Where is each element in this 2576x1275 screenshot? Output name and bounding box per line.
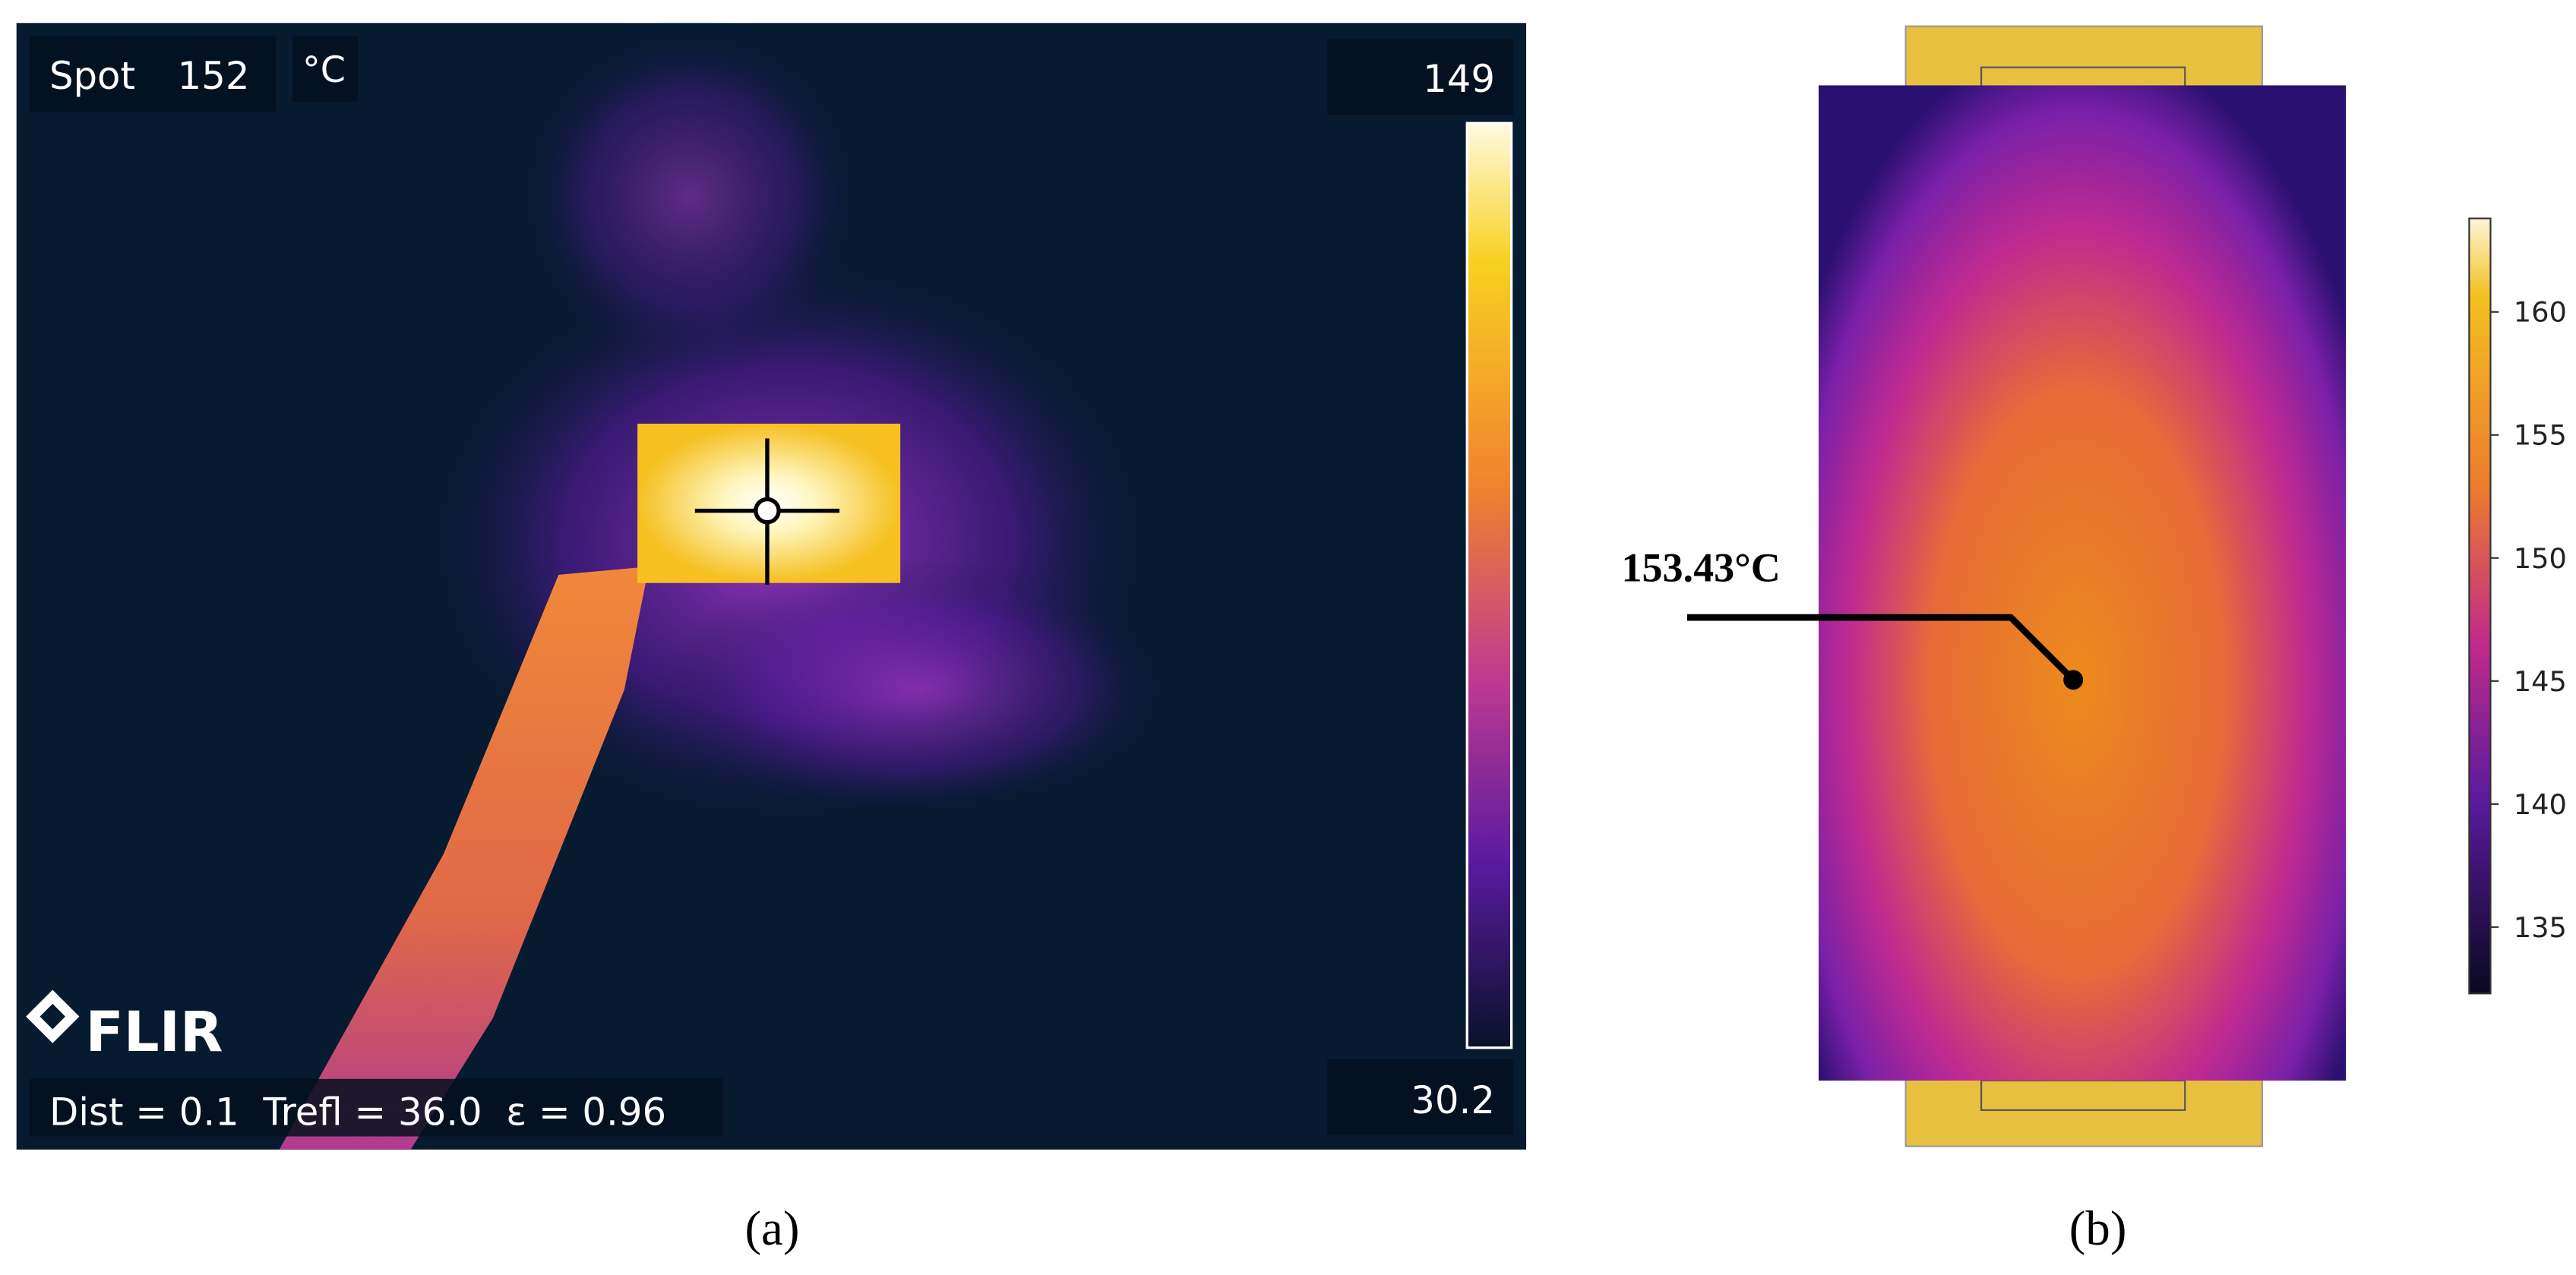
- colorbar-tick-label: 140: [2514, 788, 2567, 821]
- caption-b: (b): [2069, 1201, 2127, 1256]
- logo: FLIR: [86, 1000, 223, 1065]
- colorbar-ticks: 135 140 145 150 155 160: [2490, 296, 2567, 944]
- thermal-image: Spot 152 °C 149 30.2 FLIR Dist = 0.1 Tre…: [16, 16, 1527, 1150]
- colorbar-tick-label: 160: [2514, 296, 2567, 329]
- scale-min: 30.2: [1411, 1078, 1495, 1122]
- colorbar-tick-label: 145: [2514, 665, 2567, 698]
- simulation: 153.43°C 135 140 145 150 155 160: [1621, 25, 2567, 1147]
- scale-max: 149: [1423, 57, 1495, 101]
- annotation: 153.43°C: [1621, 545, 1780, 591]
- colorbar-tick-label: 155: [2514, 419, 2567, 452]
- params: Dist = 0.1 Trefl = 36.0 ε = 0.96: [49, 1090, 666, 1134]
- spot-value: 152: [178, 54, 250, 98]
- caption-a: (a): [744, 1201, 799, 1256]
- colorbar-tick-label: 150: [2514, 542, 2567, 575]
- colorbar-tick-label: 135: [2514, 911, 2567, 944]
- unit: °C: [302, 49, 346, 91]
- spot-label: Spot: [49, 54, 135, 98]
